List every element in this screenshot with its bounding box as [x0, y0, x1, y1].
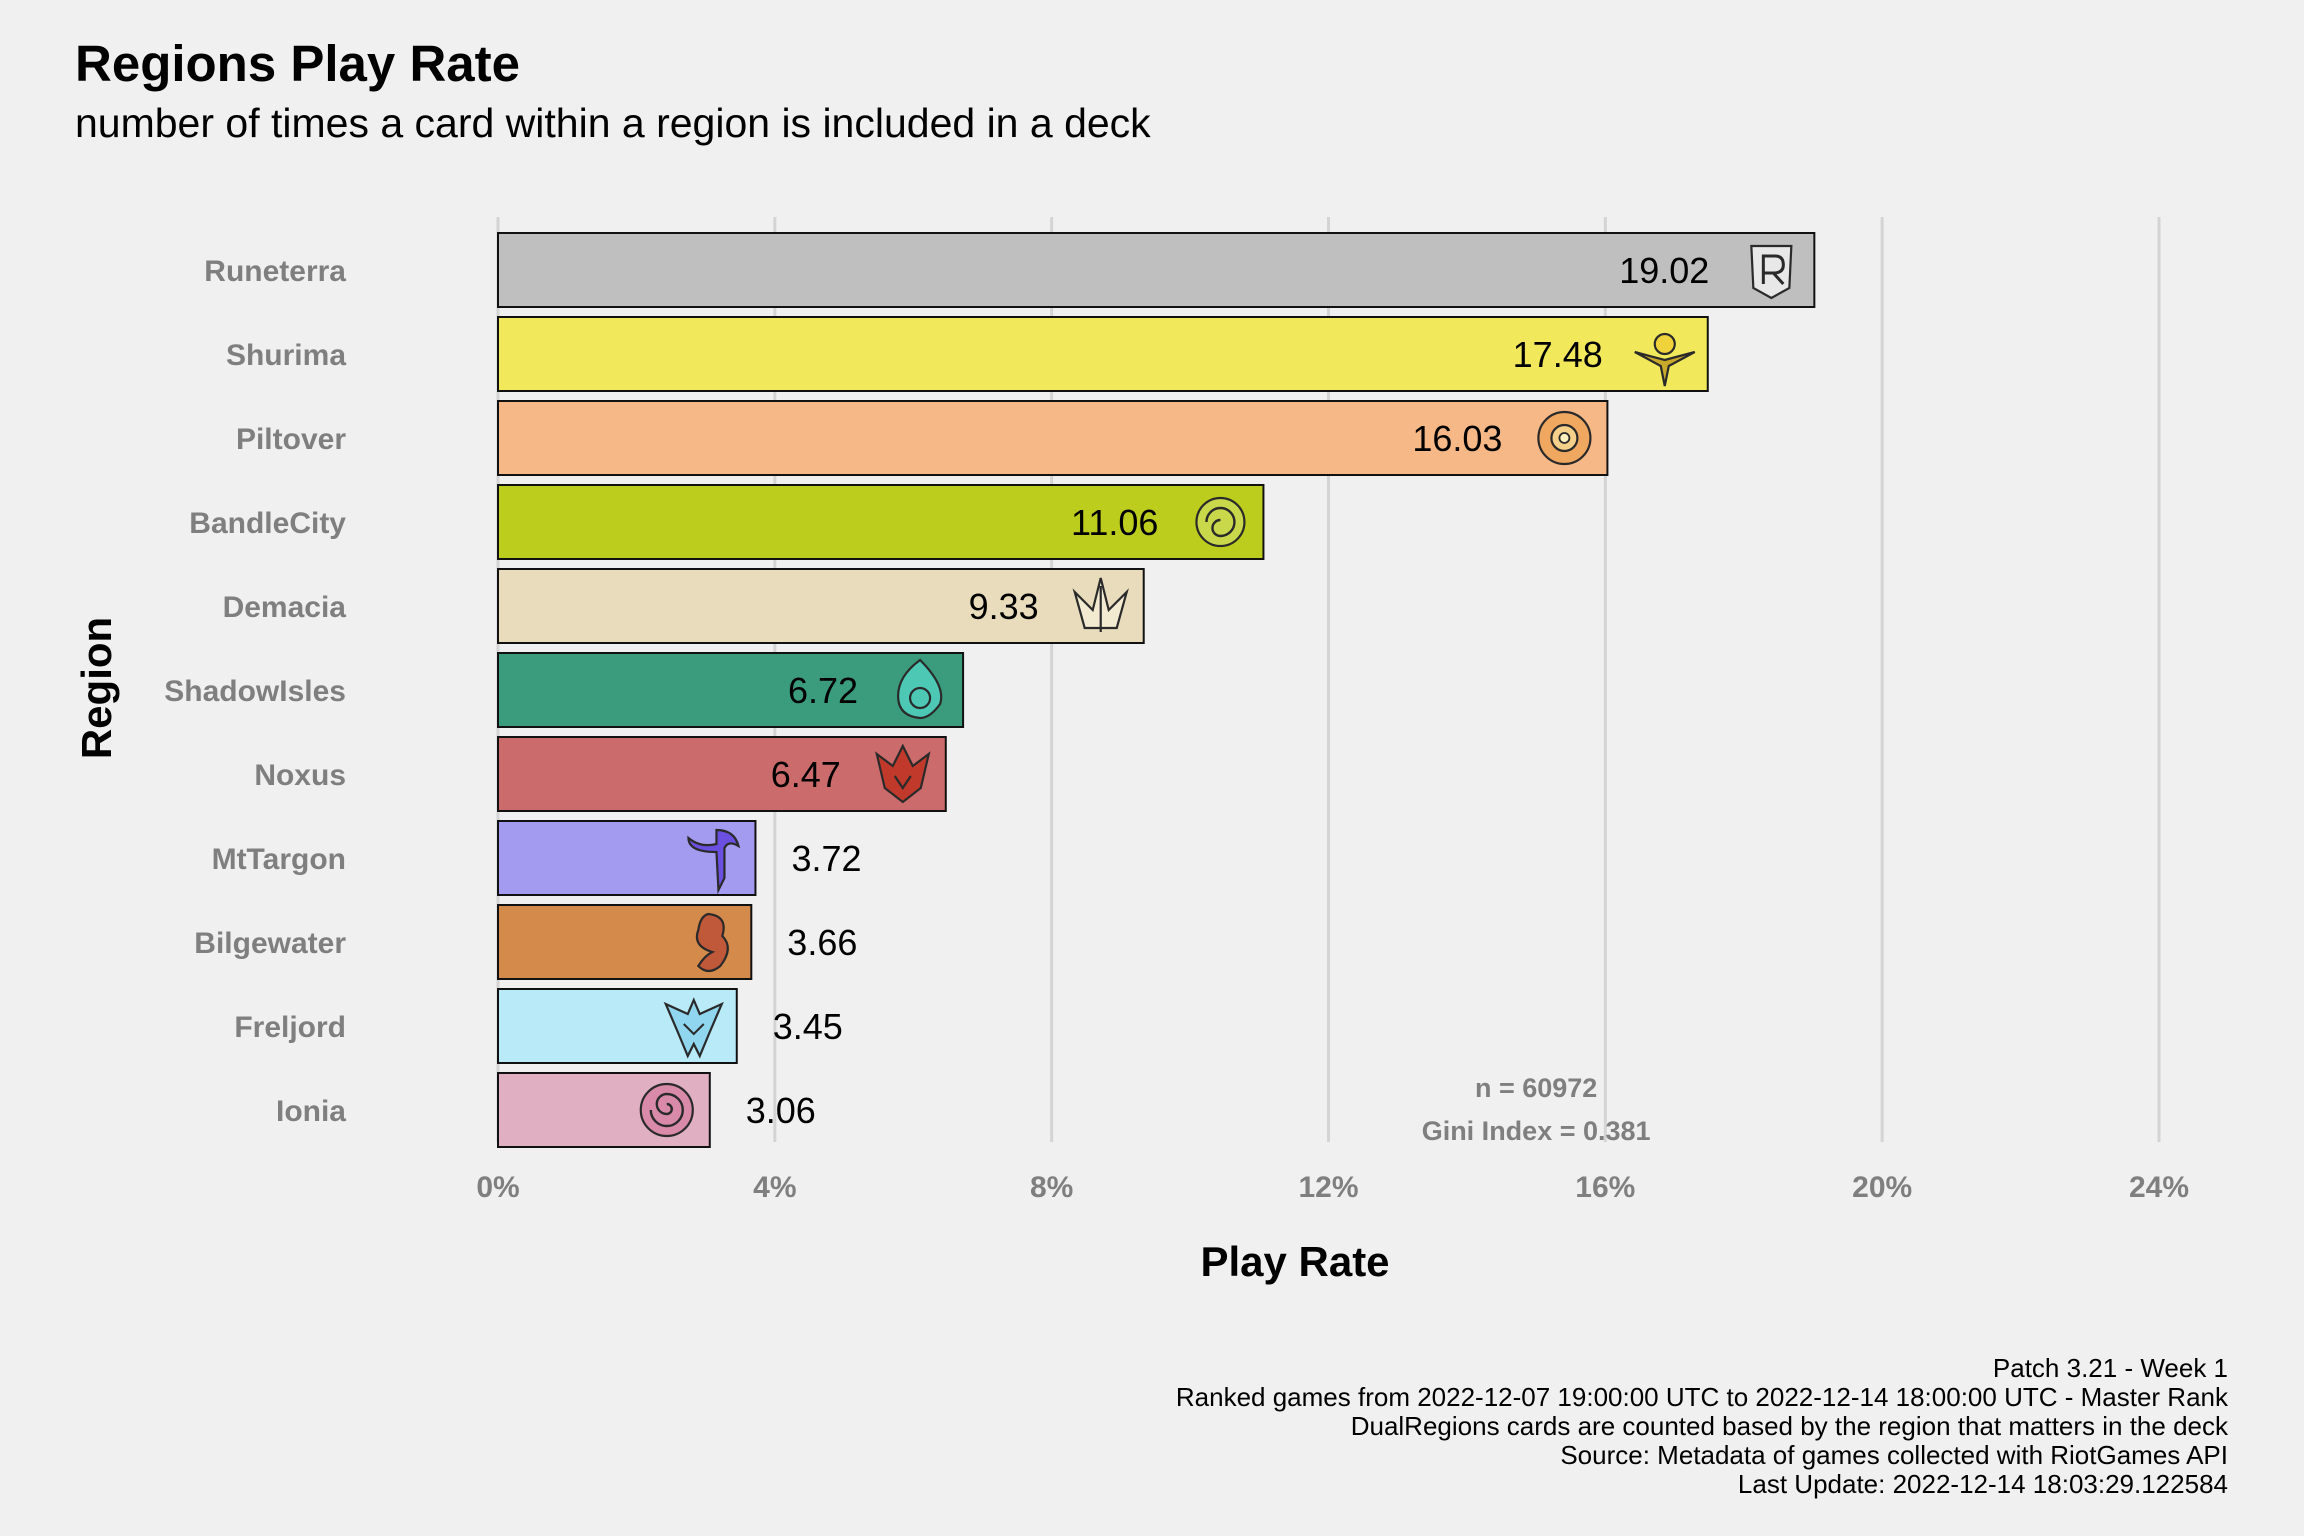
data-label: 3.45	[773, 1006, 843, 1047]
caption-line: DualRegions cards are counted based by t…	[1350, 1411, 2228, 1441]
emblem-spiral	[649, 1092, 684, 1128]
y-tick-label: Bilgewater	[194, 927, 346, 960]
data-label: 11.06	[1071, 502, 1158, 543]
sample-size-annotation: n = 60972	[1475, 1073, 1597, 1103]
data-label: 3.72	[791, 838, 861, 879]
bars: 19.02 17.48 16.03 11.06 9.33 6.72 6.47 3.72 3.66…	[497, 232, 1816, 1148]
emblem-shape	[663, 997, 724, 1059]
x-tick-label: 16%	[1575, 1171, 1635, 1204]
caption-line: Patch 3.21 - Week 1	[1992, 1353, 2228, 1383]
x-tick-labels: 0% 4% 8% 12% 16% 20% 24%	[476, 1171, 2189, 1204]
emblem-core	[1558, 432, 1571, 444]
demacia-icon	[1072, 577, 1129, 632]
caption-line: Source: Metadata of games collected with…	[1560, 1440, 2228, 1470]
y-tick-label: Runeterra	[204, 255, 346, 288]
shurima-icon	[1634, 332, 1696, 387]
shadowisles-icon	[896, 658, 943, 720]
data-label: 3.06	[746, 1090, 816, 1131]
data-label: 9.33	[969, 586, 1039, 627]
x-axis-title: Play Rate	[1200, 1238, 1389, 1285]
emblem-ring	[908, 686, 932, 710]
data-label: 19.02	[1619, 250, 1709, 291]
chart-subtitle: number of times a card within a region i…	[75, 100, 1151, 146]
x-tick-label: 20%	[1852, 1171, 1912, 1204]
emblem-shape	[687, 828, 741, 895]
gini-index-annotation: Gini Index = 0.381	[1422, 1116, 1651, 1146]
y-tick-label: MtTargon	[212, 843, 346, 876]
emblem-shape	[695, 912, 729, 973]
x-tick-label: 8%	[1030, 1171, 1073, 1204]
bar-mttargon	[497, 820, 757, 896]
emblem-shape	[1195, 496, 1246, 548]
bandlecity-icon	[1195, 496, 1246, 548]
y-tick-label: Ionia	[276, 1095, 346, 1128]
y-tick-label: Shurima	[226, 339, 346, 372]
bar-noxus	[497, 736, 947, 812]
data-label: 17.48	[1513, 334, 1603, 375]
bar-runeterra	[497, 232, 1816, 308]
data-label: 6.72	[788, 670, 858, 711]
caption-line: Last Update: 2022-12-14 18:03:29.122584	[1737, 1469, 2228, 1499]
ionia-icon	[639, 1082, 694, 1138]
caption-line: Ranked games from 2022-12-07 19:00:00 UT…	[1175, 1382, 2228, 1412]
x-tick-label: 4%	[753, 1171, 796, 1204]
data-label: 3.66	[787, 922, 857, 963]
emblem-glyph	[1761, 254, 1785, 286]
bar-bandlecity	[497, 484, 1265, 560]
bar-piltover	[497, 400, 1609, 476]
data-label: 6.47	[771, 754, 841, 795]
y-tick-label: Demacia	[223, 591, 347, 624]
bar-demacia	[497, 568, 1145, 644]
bilgewater-icon	[695, 912, 729, 973]
caption: Patch 3.21 - Week 1 Ranked games from 20…	[1176, 1354, 2228, 1499]
y-tick-label: Noxus	[254, 759, 346, 792]
emblem-mark	[893, 775, 912, 790]
noxus-icon	[875, 743, 931, 804]
emblem-shape	[875, 743, 931, 804]
y-tick-label: BandleCity	[189, 507, 346, 540]
emblem-spiral	[1205, 506, 1236, 538]
freljord-icon	[663, 997, 724, 1059]
piltover-icon	[1537, 410, 1592, 466]
chart-title: Regions Play Rate	[75, 35, 520, 92]
y-tick-label: Piltover	[236, 423, 346, 456]
data-label: 16.03	[1412, 418, 1502, 459]
emblem-sun	[1653, 332, 1676, 356]
x-tick-label: 12%	[1298, 1171, 1358, 1204]
emblem-shape	[639, 1082, 694, 1138]
runeterra-icon	[1750, 244, 1793, 300]
bar-shadowisles	[497, 652, 965, 728]
emblem-shape	[1634, 350, 1696, 387]
emblem-mark	[683, 1023, 705, 1036]
y-tick-label: Freljord	[234, 1011, 346, 1044]
x-tick-label: 24%	[2129, 1171, 2189, 1204]
mttargon-icon	[687, 828, 741, 895]
y-tick-label: ShadowIsles	[164, 675, 346, 708]
y-axis-title: Region	[73, 617, 120, 759]
y-tick-labels: Runeterra Shurima Piltover BandleCity Demaci…	[164, 255, 346, 1128]
bar-shurima	[497, 316, 1709, 392]
x-tick-label: 0%	[476, 1171, 519, 1204]
